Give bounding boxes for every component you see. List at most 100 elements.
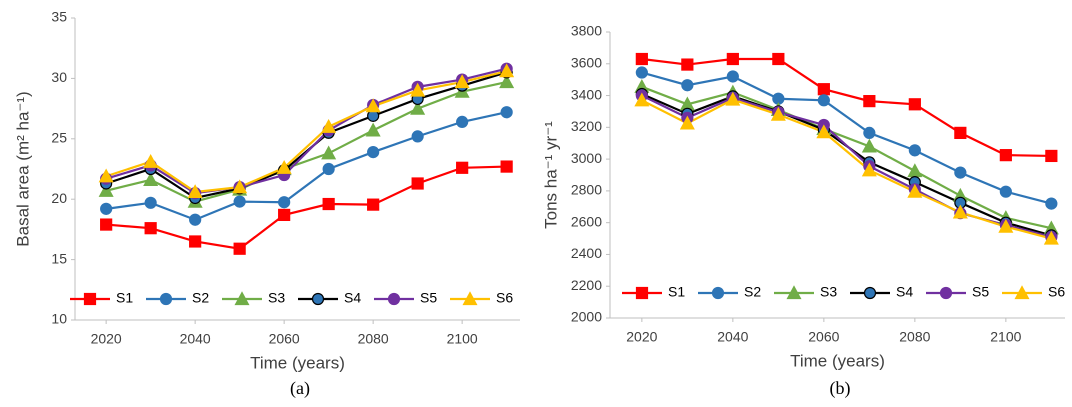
data-point <box>999 185 1012 198</box>
legend: S1 S2 S3 S4 S5 S6 <box>70 290 513 306</box>
data-point <box>189 235 202 248</box>
y-tick-label: 30 <box>51 69 67 85</box>
x-axis-title: Time (years) <box>250 353 345 372</box>
series-line <box>105 80 507 203</box>
data-point <box>100 202 113 215</box>
data-point <box>143 153 159 168</box>
legend-marker <box>159 292 173 306</box>
data-point <box>365 122 381 137</box>
data-point <box>143 172 159 186</box>
data-point <box>454 74 470 89</box>
legend-label: S3 <box>820 284 837 300</box>
y-tick-label: 3600 <box>571 54 602 70</box>
data-point <box>908 98 921 111</box>
data-point <box>276 160 292 174</box>
data-point <box>863 95 876 108</box>
data-point <box>907 183 923 198</box>
y-axis-title: Basal area (m² ha⁻¹) <box>13 91 32 246</box>
y-tick-label: 10 <box>51 311 67 327</box>
data-point <box>954 126 967 139</box>
data-point <box>367 198 380 211</box>
data-point <box>98 182 114 197</box>
legend-label: S4 <box>344 290 361 306</box>
data-point <box>499 63 515 78</box>
data-point <box>500 160 513 173</box>
x-axis-title: Time (years) <box>790 351 885 370</box>
series-line <box>641 71 1052 205</box>
data-point <box>1045 197 1058 210</box>
data-point <box>861 162 877 177</box>
y-tick-label: 3800 <box>571 23 602 39</box>
legend-label: S1 <box>116 290 133 306</box>
legend-marker <box>635 286 649 300</box>
data-point <box>233 195 246 208</box>
data-point <box>681 79 694 92</box>
data-point <box>367 145 380 159</box>
y-tick-label: 3400 <box>571 86 602 102</box>
legend-marker <box>462 291 478 306</box>
legend: S1 S2 S3 S4 S5 S6 <box>622 284 1065 300</box>
legend-label: S2 <box>744 284 761 300</box>
x-tick-label: 2060 <box>808 329 839 345</box>
data-point <box>817 94 830 107</box>
data-point <box>321 118 337 133</box>
data-point <box>1043 230 1059 245</box>
data-point <box>410 100 426 115</box>
legend-marker <box>711 286 725 300</box>
data-point <box>1045 149 1058 163</box>
y-tick-label: 2000 <box>571 309 602 325</box>
data-point <box>410 82 426 97</box>
data-point <box>187 184 203 199</box>
caption: (b) <box>830 378 851 399</box>
data-point <box>999 149 1012 162</box>
series-line <box>641 98 1052 240</box>
series-line <box>641 57 1052 158</box>
data-point <box>908 144 921 157</box>
data-point <box>499 74 515 89</box>
data-point <box>233 242 246 255</box>
data-point <box>816 124 832 139</box>
legend-label: S6 <box>496 290 513 306</box>
legend-marker <box>863 286 877 300</box>
series-line <box>105 71 507 200</box>
data-point <box>98 168 114 183</box>
legend-label: S2 <box>192 290 209 306</box>
y-tick-label: 3200 <box>571 118 602 134</box>
data-point <box>365 98 381 113</box>
data-point <box>681 58 694 71</box>
legend-label: S4 <box>896 284 913 300</box>
data-point <box>144 196 157 209</box>
x-tick-label: 2100 <box>990 329 1021 345</box>
y-tick-label: 2800 <box>571 182 602 198</box>
legend-marker <box>786 285 802 300</box>
series-line <box>106 165 507 250</box>
data-point <box>456 115 469 128</box>
legend-label: S5 <box>972 284 989 300</box>
y-axis-title: Tons ha⁻¹ yr⁻¹ <box>541 121 560 229</box>
legend-marker <box>234 291 250 306</box>
y-tick-label: 3000 <box>571 150 602 166</box>
legend-marker <box>83 292 97 306</box>
y-tick-label: 2600 <box>571 213 602 229</box>
chart: 10 15 20 25 30 35 2020 2040 2060 2080 2100 Time (ye… <box>13 9 520 399</box>
data-point <box>726 52 739 66</box>
data-point <box>726 70 739 83</box>
data-point <box>411 130 424 143</box>
y-tick-label: 25 <box>51 130 67 146</box>
data-point <box>634 92 650 107</box>
data-point <box>321 145 337 160</box>
data-point <box>998 218 1014 233</box>
data-point <box>907 163 923 178</box>
data-point <box>635 66 648 79</box>
data-point <box>817 83 830 96</box>
y-tick-label: 35 <box>51 9 67 25</box>
x-tick-label: 2080 <box>899 329 930 345</box>
y-tick-label: 15 <box>51 250 67 266</box>
data-point <box>635 52 648 66</box>
legend-marker <box>1014 285 1030 300</box>
y-tick-label: 2200 <box>571 277 602 293</box>
x-tick-label: 2100 <box>447 331 478 347</box>
data-point <box>322 197 335 211</box>
data-point <box>952 204 968 219</box>
